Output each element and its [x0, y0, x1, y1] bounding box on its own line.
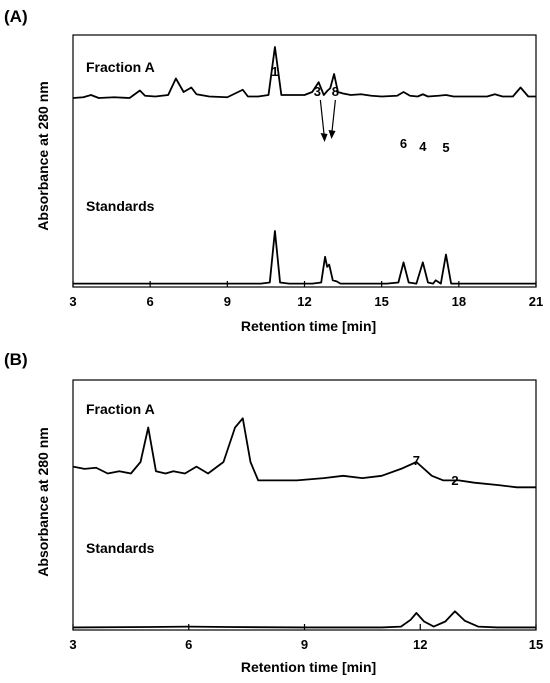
peak-8-arrowhead — [328, 130, 336, 139]
panel-a-label: (A) — [4, 7, 28, 26]
peak-8-arrow — [330, 99, 336, 137]
x-tick-label: 15 — [529, 637, 543, 652]
peak-label: 2 — [451, 473, 458, 488]
series-line-fraction-a — [72, 46, 536, 99]
trace-label: Standards — [86, 540, 155, 556]
panel-b: (B) 3 6 9 12 15 Retention time [min] Absorbance… — [4, 350, 543, 675]
peak-label: 1 — [271, 64, 278, 79]
x-tick-label: 12 — [297, 294, 311, 309]
x-axis-title: Retention time [min] — [241, 318, 376, 334]
x-tick-label: 6 — [147, 294, 154, 309]
peak-label: 4 — [419, 139, 427, 154]
panel-b-plot-frame — [72, 379, 537, 631]
series-line-fraction-a — [72, 417, 536, 489]
series-line-standards — [73, 230, 536, 285]
panel-b-label: (B) — [4, 350, 28, 369]
series-line-standards — [72, 610, 536, 629]
trace-label: Fraction A — [86, 401, 155, 417]
x-tick-label: 18 — [452, 294, 466, 309]
x-tick-label: 3 — [69, 294, 76, 309]
x-tick-label: 15 — [374, 294, 388, 309]
peak-label: 6 — [400, 136, 407, 151]
x-tick-label: 12 — [413, 637, 427, 652]
y-axis-title: Absorbance at 280 nm — [35, 427, 51, 576]
peak-3-arrowhead — [320, 133, 328, 142]
x-tick-label: 21 — [529, 294, 543, 309]
x-tick-label: 9 — [301, 637, 308, 652]
x-axis-title: Retention time [min] — [241, 659, 376, 675]
x-tick-label: 3 — [69, 637, 76, 652]
y-axis-title: Absorbance at 280 nm — [35, 81, 51, 230]
peak-label: 3 — [314, 84, 321, 99]
peak-label: 7 — [413, 453, 420, 468]
trace-label: Fraction A — [86, 59, 155, 75]
x-tick-label: 6 — [185, 637, 192, 652]
peak-label: 5 — [442, 140, 449, 155]
peak-label: 8 — [332, 84, 339, 99]
x-tick-label: 9 — [224, 294, 231, 309]
trace-label: Standards — [86, 198, 155, 214]
peak-3-arrow — [319, 99, 326, 140]
